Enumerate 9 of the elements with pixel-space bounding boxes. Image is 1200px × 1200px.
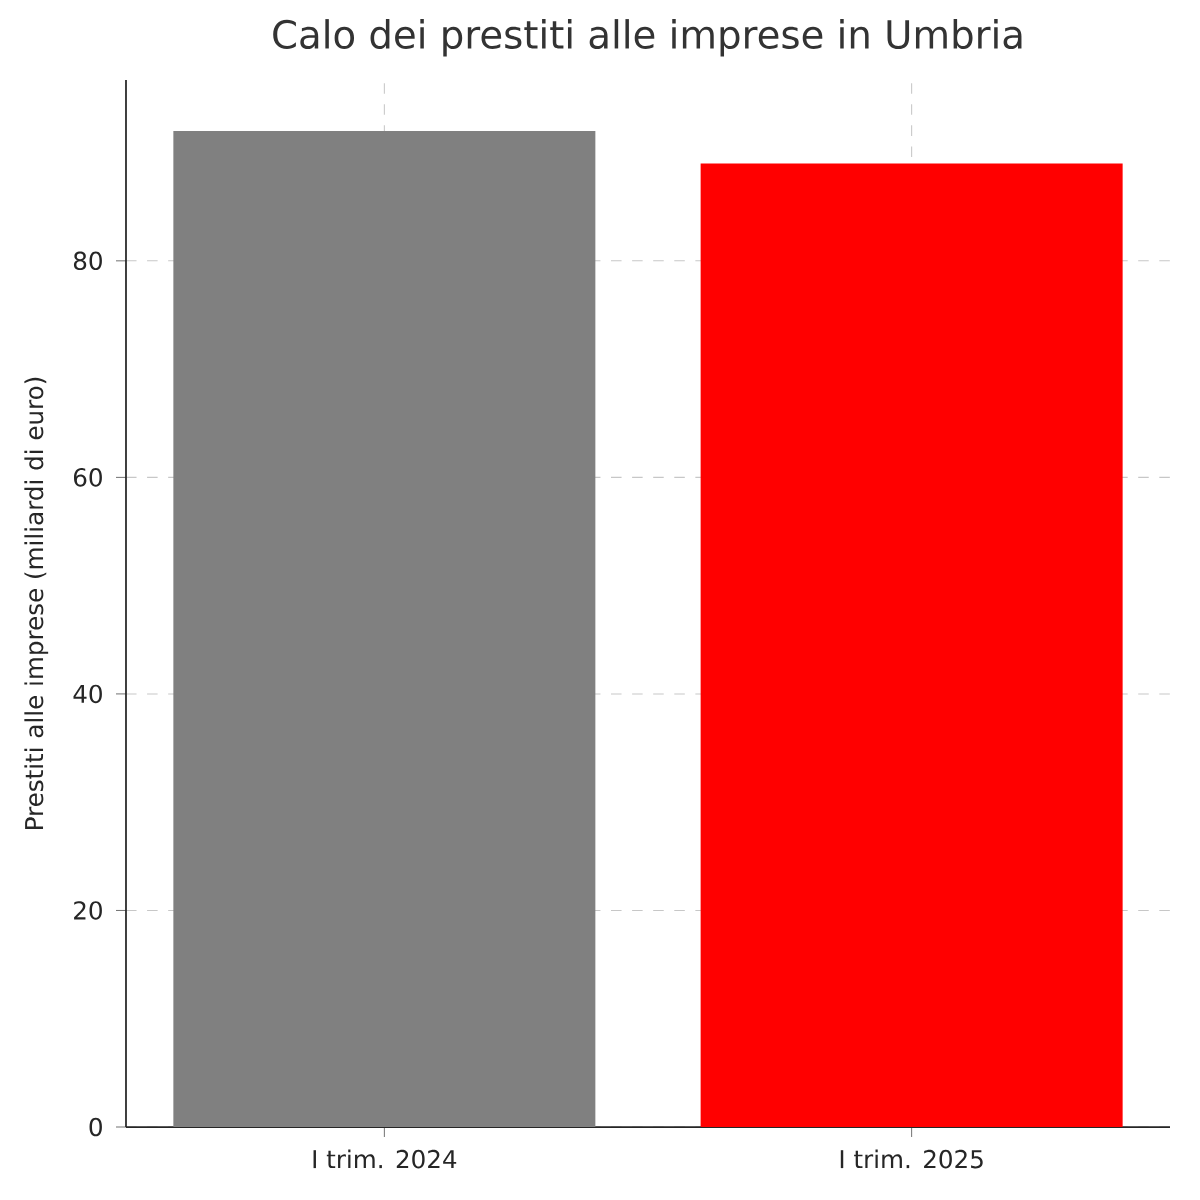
y-tick-label: 20: [74, 901, 102, 920]
y-tick-label: 60: [73, 468, 102, 487]
y-tick-label: 80: [73, 251, 102, 271]
x-tick-label: I trim. 2024: [313, 1149, 457, 1169]
y-tick-label: 0: [89, 1117, 102, 1137]
x-tick-label: I trim. 2025: [840, 1149, 983, 1169]
y-tick-label: 40: [73, 684, 102, 704]
y-axis-title: Prestiti alle imprese (miliardi di euro): [24, 377, 49, 829]
chart-title: Calo dei prestiti alle imprese in Umbria: [273, 19, 1022, 57]
